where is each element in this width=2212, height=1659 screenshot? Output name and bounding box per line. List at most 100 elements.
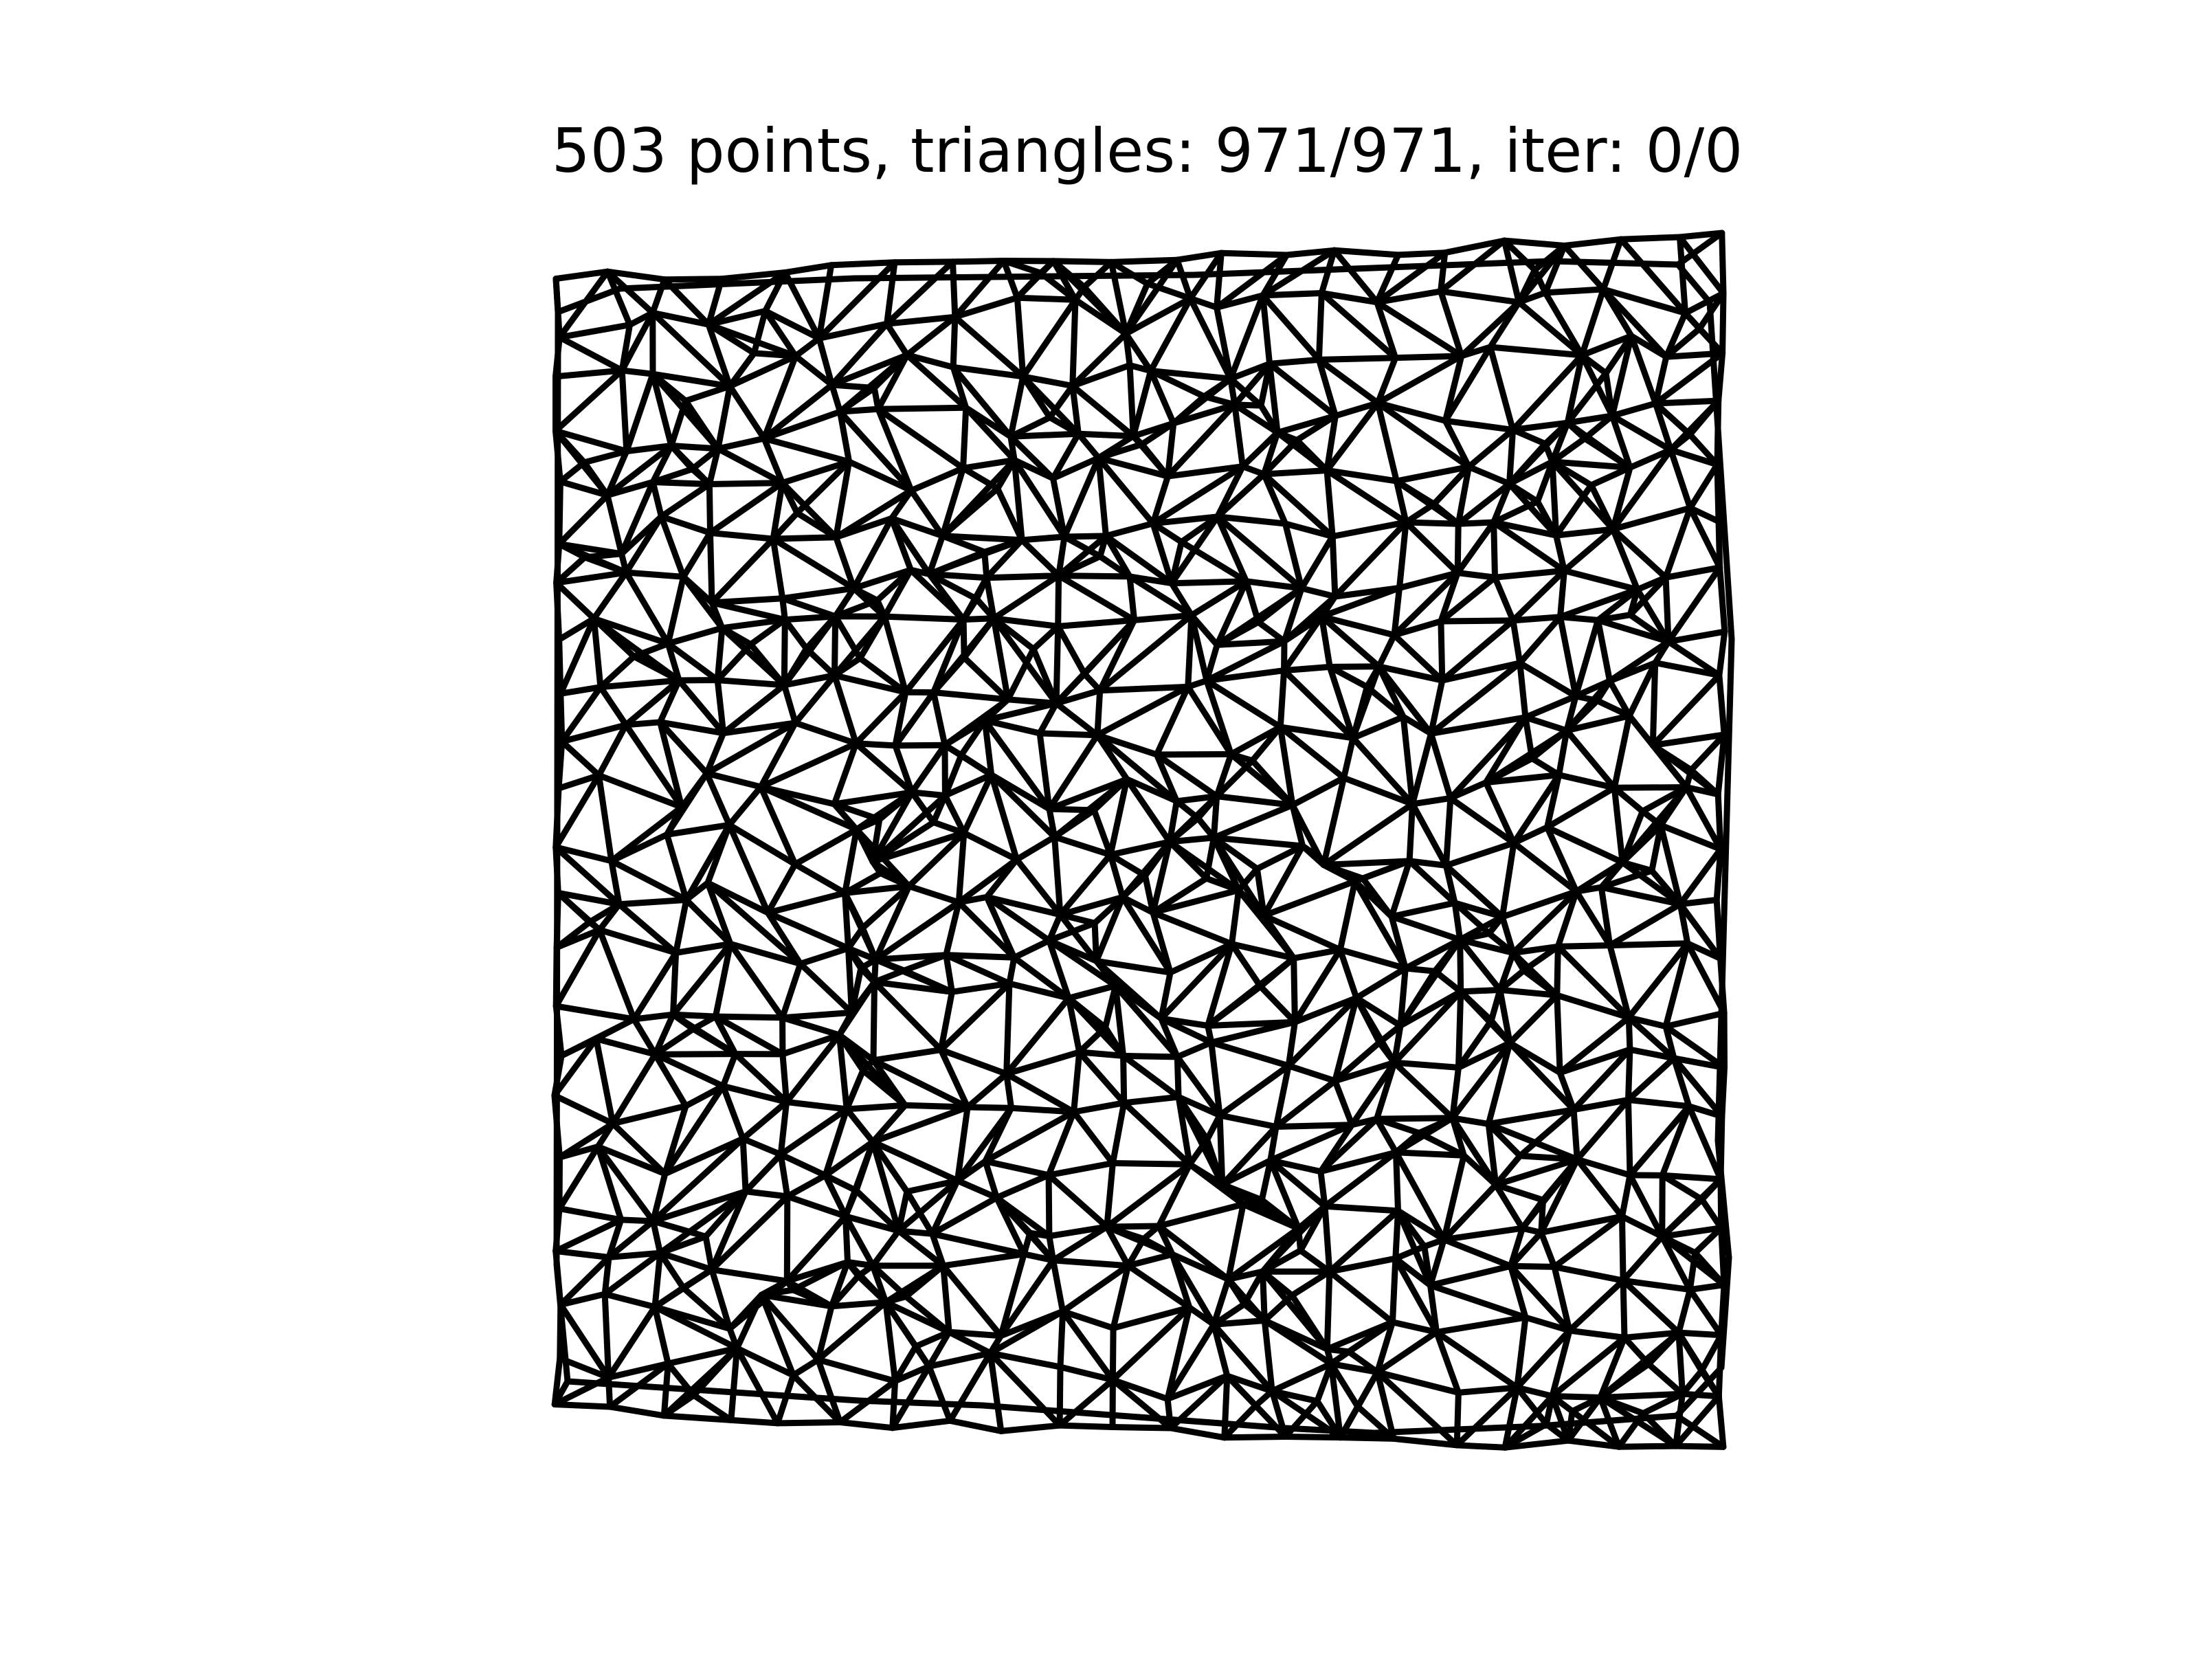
- mesh-edge: [1440, 1225, 1526, 1243]
- mesh-edge: [557, 459, 588, 485]
- mesh-edge: [1609, 464, 1633, 533]
- mesh-edge: [707, 480, 785, 536]
- mesh-edge: [946, 1328, 994, 1357]
- mesh-edge: [842, 870, 884, 896]
- mesh-edge: [1091, 920, 1099, 964]
- mesh-edge: [1109, 1100, 1128, 1166]
- mesh-edge: [1130, 368, 1154, 440]
- mesh-edge: [960, 615, 997, 623]
- mesh-edge: [1185, 612, 1195, 690]
- mesh-edge: [1544, 772, 1563, 831]
- mesh-edge: [1427, 1282, 1529, 1321]
- mesh-edge: [1563, 713, 1633, 734]
- mesh-edge: [803, 613, 839, 652]
- mesh-edge: [1675, 1329, 1686, 1397]
- mesh-edge: [1030, 645, 1060, 706]
- mesh-edge: [1510, 943, 1561, 956]
- mesh-edge: [712, 1013, 786, 1058]
- mesh-edge: [559, 684, 604, 745]
- mesh-edge: [926, 570, 980, 603]
- mesh-edge: [1258, 360, 1273, 409]
- mesh-edge: [1260, 252, 1290, 299]
- mesh-edge: [623, 719, 664, 728]
- mesh-edge: [1391, 1059, 1456, 1122]
- mesh-edge: [1188, 578, 1250, 619]
- mesh-edge: [1210, 793, 1220, 841]
- mesh-edge: [1007, 430, 1082, 440]
- mesh-edge: [1065, 982, 1119, 1001]
- mesh-edge: [1563, 727, 1618, 791]
- mesh-edge: [779, 960, 804, 1021]
- mesh-edge: [884, 259, 898, 327]
- mesh-edge: [1093, 894, 1126, 964]
- mesh-edge: [1091, 776, 1130, 814]
- mesh-edge: [552, 772, 602, 851]
- mesh-edge: [1020, 373, 1053, 421]
- mesh-edge: [1665, 564, 1723, 645]
- mesh-edge: [1003, 1049, 1083, 1078]
- mesh-edge: [748, 641, 787, 689]
- mesh-edge: [1214, 513, 1305, 592]
- mesh-edge: [1267, 1124, 1280, 1163]
- mesh-edge: [895, 1227, 947, 1269]
- mesh-edge: [1376, 663, 1446, 684]
- mesh-edge: [649, 370, 733, 390]
- mesh-edge: [1600, 286, 1670, 360]
- mesh-edge: [690, 1013, 719, 1032]
- mesh-edge: [1493, 1153, 1523, 1188]
- mesh-edge: [1652, 353, 1670, 407]
- mesh-edge: [1107, 851, 1126, 900]
- mesh-edge: [1097, 616, 1138, 694]
- mesh-edge: [1506, 1040, 1577, 1113]
- mesh-edge: [1521, 967, 1561, 999]
- mesh-edge: [664, 573, 687, 647]
- mesh-edge: [983, 537, 1025, 581]
- mesh-edge: [720, 720, 798, 737]
- mesh-edge: [1331, 247, 1402, 258]
- mesh-edge: [1625, 1096, 1633, 1179]
- mesh-edge: [1214, 304, 1234, 382]
- mesh-edge: [1714, 791, 1724, 853]
- mesh-edge: [1400, 713, 1434, 737]
- mesh-edge: [652, 1011, 676, 1058]
- mesh-edge: [1397, 965, 1409, 1029]
- mesh-edge: [1619, 808, 1646, 866]
- mesh-edge: [1482, 772, 1563, 786]
- mesh-edge: [1488, 1017, 1513, 1047]
- mesh-edge: [1003, 1071, 1077, 1115]
- mesh-edge: [1542, 289, 1585, 359]
- mesh-edge: [1403, 501, 1438, 526]
- mesh-edge: [845, 945, 864, 972]
- mesh-edge: [1293, 437, 1330, 474]
- mesh-edge: [1281, 663, 1333, 674]
- mesh-edge: [1119, 894, 1174, 976]
- mesh-edge: [1102, 982, 1119, 1031]
- mesh-edge: [1374, 1059, 1398, 1122]
- mesh-edge: [702, 1188, 749, 1240]
- mesh-edge: [903, 1293, 952, 1335]
- mesh-edge: [552, 1003, 638, 1023]
- mesh-edge: [1332, 1039, 1383, 1084]
- mesh-edge: [1458, 299, 1522, 359]
- mesh-edge: [1625, 1014, 1633, 1053]
- mesh-edge: [1104, 1161, 1193, 1230]
- mesh-edge: [650, 1218, 709, 1240]
- mesh-edge: [1112, 982, 1181, 1060]
- mesh-edge: [870, 1047, 944, 1064]
- mesh-edge: [1517, 614, 1563, 667]
- mesh-edge: [559, 738, 602, 779]
- mesh-edge: [1255, 585, 1305, 625]
- mesh-edge: [762, 308, 799, 359]
- mesh-edge: [597, 684, 629, 728]
- mesh-edge: [552, 276, 561, 315]
- mesh-edge: [1260, 1203, 1328, 1275]
- mesh-edge: [1625, 1014, 1677, 1062]
- mesh-edge: [983, 575, 997, 622]
- mesh-edge: [1057, 894, 1126, 918]
- mesh-edge: [707, 529, 777, 542]
- mesh-edge: [1466, 463, 1512, 487]
- mesh-edge: [596, 926, 638, 1023]
- mesh-edge: [657, 1249, 686, 1291]
- mesh-edge: [689, 466, 713, 487]
- mesh-edge: [1561, 243, 1607, 293]
